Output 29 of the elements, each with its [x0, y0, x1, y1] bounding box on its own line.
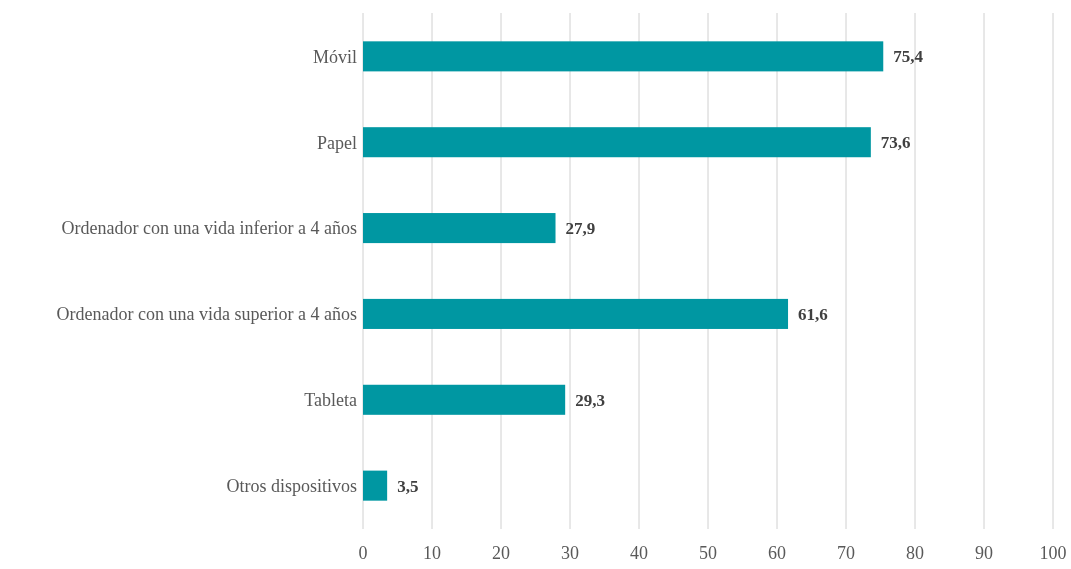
x-tick-label: 60 [768, 543, 786, 563]
data-label: 3,5 [397, 476, 419, 496]
x-tick-label: 20 [492, 543, 510, 563]
x-tick-label: 50 [699, 543, 717, 563]
data-label: 61,6 [798, 304, 828, 324]
bar [363, 384, 566, 415]
x-tick-label: 30 [561, 543, 579, 563]
x-tick-label: 70 [837, 543, 855, 563]
x-tick-label: 10 [423, 543, 441, 563]
bar [363, 213, 556, 244]
y-tick-label: Otros dispositivos [226, 475, 357, 496]
bar [363, 470, 388, 501]
bar [363, 127, 871, 158]
x-tick-label: 0 [358, 543, 368, 563]
x-tick-label: 80 [906, 543, 924, 563]
y-tick-label: Papel [317, 132, 357, 153]
data-label: 73,6 [880, 133, 911, 153]
x-tick-label: 40 [630, 543, 648, 563]
y-tick-label: Ordenador con una vida inferior a 4 años [61, 218, 357, 239]
y-tick-label: Ordenador con una vida superior a 4 años [56, 304, 357, 325]
bar [363, 298, 789, 329]
bar [363, 41, 884, 72]
data-label: 75,4 [893, 47, 924, 67]
x-tick-label: 100 [1039, 543, 1067, 563]
y-tick-label: Tableta [304, 390, 357, 411]
data-label: 27,9 [565, 219, 596, 239]
data-label: 29,3 [575, 390, 605, 410]
x-tick-label: 90 [975, 543, 993, 563]
y-tick-label: Móvil [312, 46, 357, 67]
